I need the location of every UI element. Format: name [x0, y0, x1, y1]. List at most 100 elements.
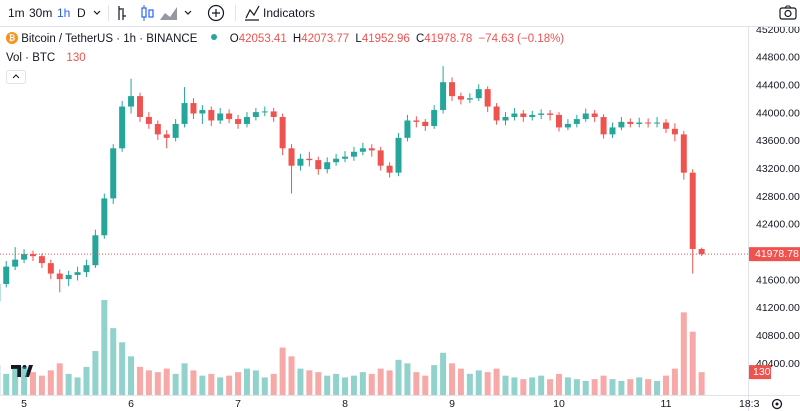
volume-bar	[243, 368, 250, 395]
volume-bar	[38, 375, 45, 395]
volume-bar	[12, 368, 19, 395]
volume-bar	[110, 328, 117, 395]
collapse-icon	[12, 74, 20, 79]
volume-title: Vol · BTC	[6, 52, 56, 64]
candle-body	[261, 111, 268, 113]
interval-button[interactable]: 30m	[29, 6, 53, 20]
candle-body	[645, 122, 652, 124]
y-tick-label: 40800.00	[756, 330, 800, 342]
toolbar: 1m 30m 1h D Indicators	[0, 0, 800, 27]
volume-bar	[422, 375, 429, 395]
candle-body	[145, 116, 152, 124]
y-tick-label: 42400.00	[756, 219, 800, 231]
screenshot-button[interactable]	[779, 5, 797, 21]
volume-bar	[680, 312, 687, 395]
candle-body	[56, 273, 63, 280]
candle-body	[573, 119, 580, 124]
candle-body	[636, 122, 643, 124]
volume-bar	[3, 373, 10, 395]
interval-button[interactable]: 1m	[8, 6, 25, 20]
candle-body	[511, 113, 518, 117]
candle-body	[208, 110, 215, 121]
candle-body	[395, 137, 402, 173]
add-button[interactable]	[207, 4, 225, 22]
volume-bar	[199, 375, 206, 395]
candle-body	[315, 160, 322, 170]
ohlc-value: 41978.78	[424, 33, 473, 45]
indicators-icon[interactable]	[243, 4, 261, 22]
candle-body	[555, 114, 562, 128]
chart-type-icons[interactable]	[116, 4, 196, 22]
volume-bar	[119, 342, 126, 395]
candle-body	[627, 121, 634, 124]
candle-body	[618, 121, 625, 128]
y-tick-label: 41200.00	[756, 302, 800, 314]
candle-body	[110, 148, 117, 199]
candle-body	[564, 123, 571, 128]
volume-bar	[47, 370, 54, 395]
volume-bar	[654, 380, 661, 395]
volume-bar	[235, 372, 242, 395]
candle-body	[538, 113, 545, 115]
y-tick-label: 43200.00	[756, 163, 800, 175]
market-status	[210, 34, 217, 40]
settings-icon[interactable]	[771, 398, 783, 410]
candle-body	[422, 121, 429, 127]
candle-body	[65, 274, 72, 280]
candle-body	[119, 106, 126, 149]
candle-body	[12, 259, 19, 267]
symbol-title: Bitcoin / TetherUS · 1h · BINANCE	[21, 33, 198, 45]
candle-body	[235, 119, 242, 124]
candle-body	[350, 151, 357, 157]
ohlc-label: O	[229, 33, 239, 45]
candle-body	[591, 113, 598, 117]
volume-bar	[315, 372, 322, 395]
candle-body	[413, 120, 420, 122]
candle-body	[190, 103, 197, 114]
interval-dropdown[interactable]	[92, 8, 102, 18]
candle-body	[680, 134, 687, 173]
candle-body	[297, 158, 304, 166]
volume-bar	[502, 375, 509, 395]
y-tick-label: 44400.00	[756, 79, 800, 91]
volume-bar	[21, 366, 28, 395]
candle-body	[252, 112, 259, 117]
volume-bar	[56, 363, 63, 395]
volume-bar	[83, 366, 90, 395]
candle-body	[270, 111, 277, 117]
volume-value: 130	[66, 52, 86, 64]
volume-bar	[573, 379, 580, 395]
candle-body	[529, 114, 536, 117]
candle-body	[449, 82, 456, 97]
candle-body	[199, 110, 206, 114]
candle-body	[172, 123, 179, 138]
volume-bar	[386, 370, 393, 395]
candle-body	[3, 266, 10, 285]
volume-bar	[145, 370, 152, 395]
ohlc-value: 42053.41	[238, 33, 287, 45]
volume-tag	[749, 365, 771, 380]
collapse-legend[interactable]	[6, 70, 26, 84]
candle-body	[29, 254, 36, 257]
indicators-button[interactable]: Indicators	[263, 6, 316, 20]
ohlc-value: 42073.77	[301, 33, 350, 45]
volume-bar	[288, 356, 295, 395]
candle-body	[92, 235, 99, 266]
y-tick-label: 42800.00	[756, 191, 800, 203]
volume-bar	[163, 368, 170, 395]
candle-body	[457, 96, 464, 100]
interval-button[interactable]: 1h	[57, 6, 71, 20]
candle-body	[163, 134, 170, 138]
svg-text:₿: ₿	[9, 34, 16, 43]
volume-bar	[600, 375, 607, 395]
interval-button[interactable]: D	[77, 6, 86, 20]
volume-bar	[252, 370, 259, 395]
candle-body	[609, 127, 616, 135]
candle-body	[689, 172, 696, 249]
volume-bar	[270, 373, 277, 395]
y-tick-label: 43600.00	[756, 135, 800, 147]
volume-bar	[324, 375, 331, 395]
volume-bar	[172, 373, 179, 395]
volume-bar	[538, 375, 545, 395]
volume-bar	[511, 377, 518, 395]
